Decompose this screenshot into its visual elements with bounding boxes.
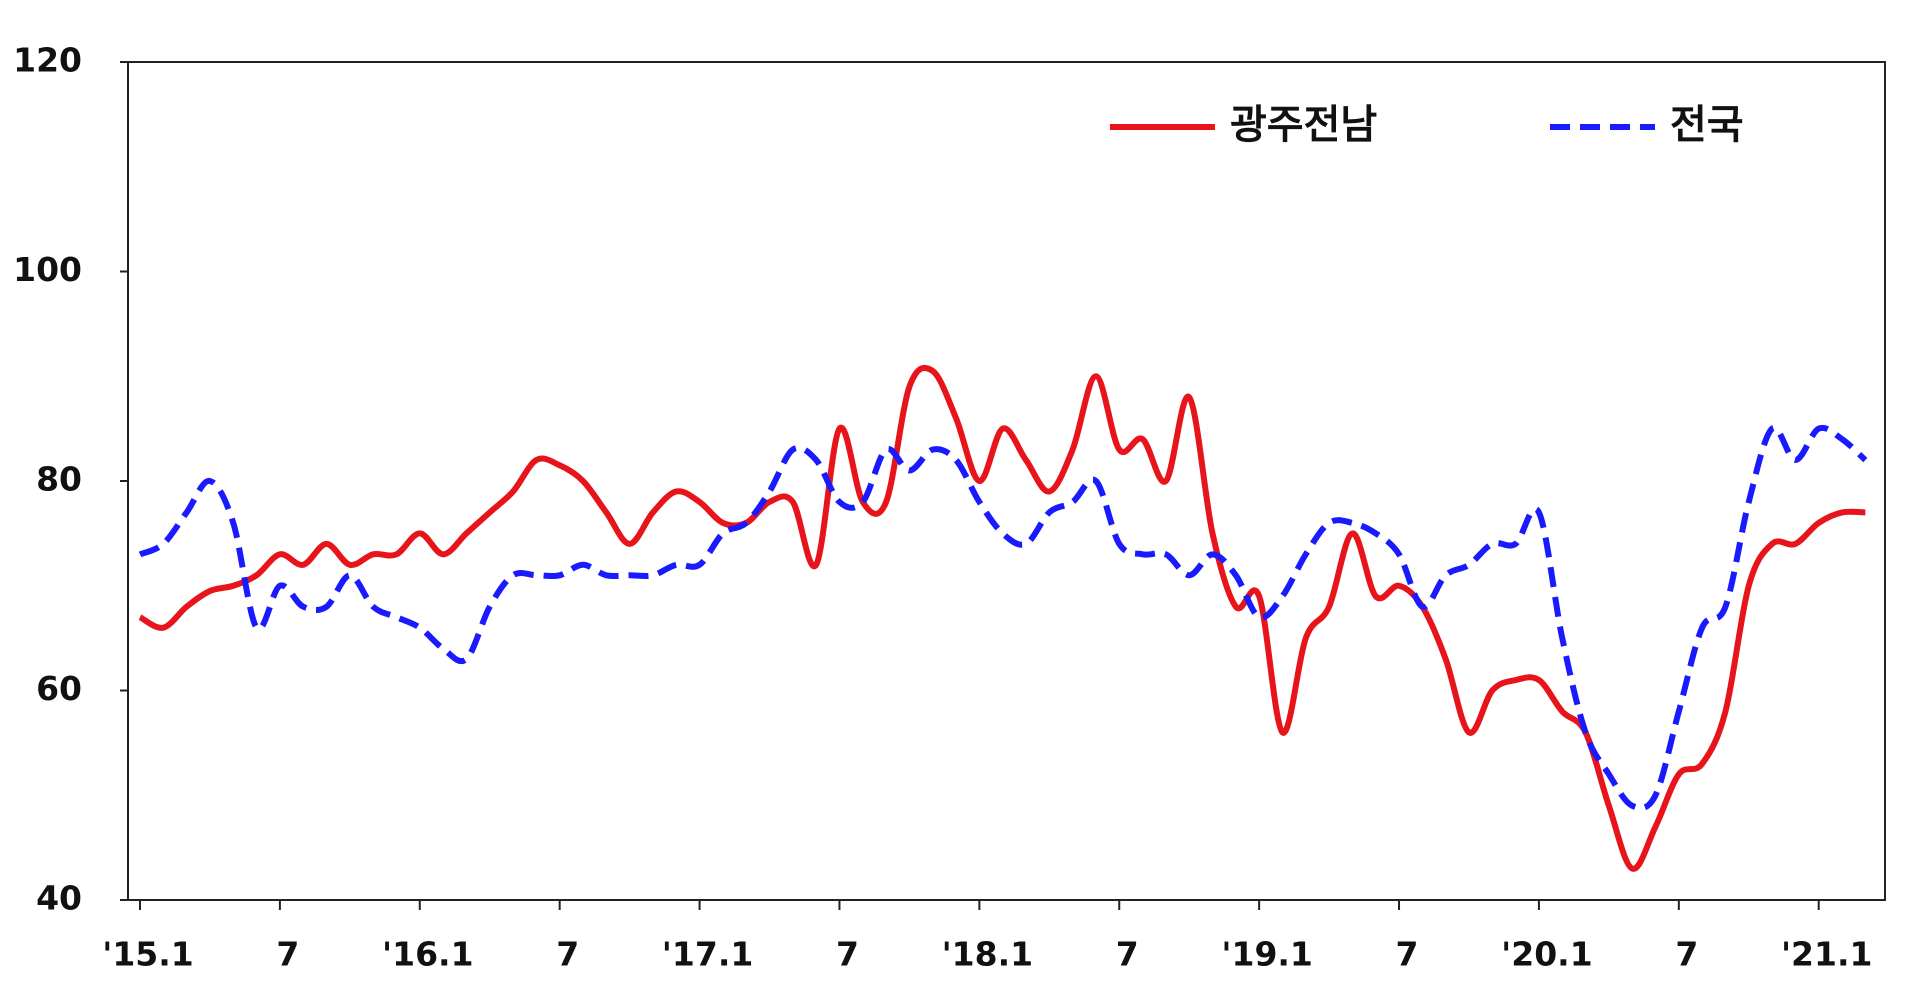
series-line [138,364,1866,872]
legend-label: 전국 [1670,102,1744,148]
plot-frame [127,61,1886,901]
y-tick-label: 40 [36,879,82,918]
y-tick-label: 100 [13,250,82,289]
x-tick-label: '15.1 [102,935,194,974]
y-tick-label: 80 [36,460,82,499]
x-tick-label: '16.1 [382,935,474,974]
legend-label: 광주전남 [1230,102,1377,148]
x-tick-label: 7 [276,935,299,974]
x-tick-label: '17.1 [662,935,754,974]
series-line [138,424,1868,812]
x-tick-label: '18.1 [942,935,1034,974]
y-tick-label: 60 [36,669,82,708]
x-tick-label: 7 [1675,935,1698,974]
x-tick-label: 7 [1396,935,1419,974]
x-tick-label: 7 [1116,935,1139,974]
x-tick-label: '21.1 [1781,935,1873,974]
x-tick-label: '19.1 [1221,935,1313,974]
y-tick-label: 120 [13,41,82,80]
x-tick-label: 7 [836,935,859,974]
x-tick-label: '20.1 [1501,935,1593,974]
x-tick-label: 7 [556,935,579,974]
